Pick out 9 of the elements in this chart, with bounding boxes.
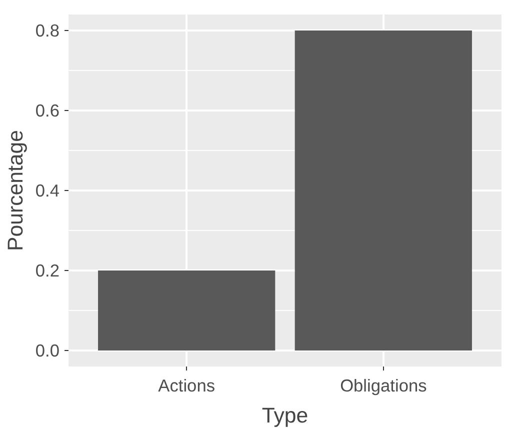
y-tick-label: 0.6 [35, 100, 60, 120]
x-tick-label: Actions [158, 376, 216, 396]
y-tick-label: 0.0 [35, 340, 60, 360]
y-tick-label: 0.8 [35, 20, 60, 40]
y-tick-label: 0.2 [35, 260, 60, 280]
x-axis-title: Type [262, 404, 308, 428]
y-tick-label: 0.4 [35, 180, 60, 200]
y-axis-title: Pourcentage [3, 130, 28, 251]
x-tick-label: Obligations [340, 376, 428, 396]
